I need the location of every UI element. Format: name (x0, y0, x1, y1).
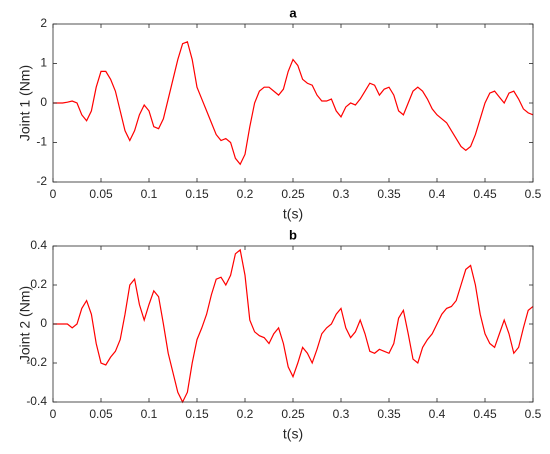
y-axis-label: Joint 1 (Nm) (17, 65, 33, 141)
x-tick-label: 0.5 (525, 187, 542, 201)
x-tick-label: 0.45 (473, 407, 497, 421)
x-tick-label: 0.2 (237, 407, 254, 421)
y-tick-label: 0 (40, 95, 47, 109)
x-tick-label: 0 (50, 187, 57, 201)
data-line (53, 40, 534, 166)
x-axis-label: t(s) (283, 206, 303, 222)
x-tick-label: 0.1 (141, 407, 158, 421)
y-tick-label: 2 (40, 16, 47, 30)
y-axis-label: Joint 2 (Nm) (17, 286, 33, 362)
y-tick-label: 1 (40, 56, 47, 70)
x-axis-label: t(s) (283, 426, 303, 442)
y-tick-label: 0 (40, 316, 47, 330)
data-line (53, 248, 534, 404)
chart-title: a (289, 5, 297, 20)
x-tick-label: 0.4 (429, 407, 446, 421)
x-tick-label: 0.05 (89, 187, 113, 201)
x-tick-label: 0.4 (429, 187, 446, 201)
y-tick-label: -2 (36, 174, 47, 188)
x-tick-label: 0.45 (473, 187, 497, 201)
x-tick-label: 0.05 (89, 407, 113, 421)
x-tick-label: 0.15 (185, 187, 209, 201)
y-tick-label: -0.2 (26, 355, 47, 369)
x-tick-label: 0.1 (141, 187, 158, 201)
plot-area (53, 24, 533, 182)
x-tick-label: 0.3 (333, 187, 350, 201)
y-tick-label: 0.2 (30, 277, 47, 291)
y-tick-label: -1 (36, 135, 47, 149)
x-tick-label: 0.5 (525, 407, 542, 421)
x-tick-label: 0.3 (333, 407, 350, 421)
x-tick-label: 0.35 (377, 187, 401, 201)
plot-area (53, 246, 533, 402)
y-tick-label: 0.4 (30, 238, 47, 252)
y-tick-label: -0.4 (26, 394, 47, 408)
x-tick-label: 0.25 (281, 187, 305, 201)
x-tick-label: 0.15 (185, 407, 209, 421)
x-tick-label: 0.35 (377, 407, 401, 421)
x-tick-label: 0.25 (281, 407, 305, 421)
chart-title: b (289, 227, 297, 242)
x-tick-label: 0.2 (237, 187, 254, 201)
x-tick-label: 0 (50, 407, 57, 421)
